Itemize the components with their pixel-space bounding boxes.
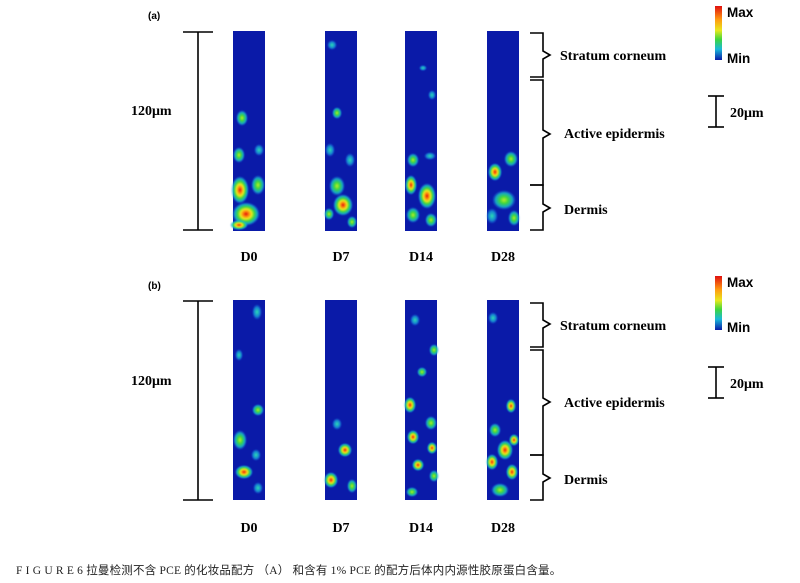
column-label: D7 bbox=[332, 521, 349, 536]
layer-braces bbox=[530, 302, 552, 501]
column-label: D0 bbox=[240, 521, 257, 536]
depth-scale-label: 120μm bbox=[131, 104, 172, 119]
figure-caption: F I G U R E 6 拉曼检测不含 PCE 的化妆品配方 （A） 和含有 … bbox=[16, 565, 562, 577]
layer-label: Active epidermis bbox=[564, 396, 665, 411]
heatmap-strip-d0 bbox=[230, 31, 265, 231]
panel-label: (a) bbox=[148, 11, 160, 22]
layer-label: Stratum corneum bbox=[560, 319, 666, 334]
colorbar bbox=[715, 6, 722, 60]
reference-scale-bar bbox=[708, 95, 724, 128]
heatmap-strip-d0 bbox=[233, 300, 265, 500]
panel-a: (a) 120μm bbox=[131, 5, 764, 265]
depth-scale-bar bbox=[183, 300, 213, 501]
colorbar-min-label: Min bbox=[727, 320, 750, 335]
colorbar bbox=[715, 276, 722, 330]
colorbar-max-label: Max bbox=[727, 5, 754, 20]
layer-label: Dermis bbox=[564, 203, 608, 218]
heatmap-strip-d28 bbox=[486, 300, 519, 500]
column-label: D7 bbox=[332, 250, 349, 265]
panel-label: (b) bbox=[148, 281, 161, 292]
column-label: D14 bbox=[409, 521, 433, 536]
column-label: D14 bbox=[409, 250, 433, 265]
depth-scale-label: 120μm bbox=[131, 374, 172, 389]
panel-b: (b) 120μm bbox=[131, 275, 764, 536]
colorbar-min-label: Min bbox=[727, 51, 750, 66]
heatmap-strip-d14 bbox=[405, 31, 437, 231]
column-label: D28 bbox=[491, 521, 515, 536]
layer-braces bbox=[530, 32, 552, 231]
layer-label: Dermis bbox=[564, 473, 608, 488]
heatmap-strip-d14 bbox=[404, 300, 439, 500]
column-label: D0 bbox=[240, 250, 257, 265]
heatmap-strip-d7 bbox=[324, 300, 357, 500]
reference-scale-bar bbox=[708, 366, 724, 399]
depth-scale-bar bbox=[183, 31, 213, 231]
heatmap-strip-d7 bbox=[324, 31, 357, 231]
column-label: D28 bbox=[491, 250, 515, 265]
reference-scale-label: 20μm bbox=[730, 377, 764, 392]
reference-scale-label: 20μm bbox=[730, 106, 764, 121]
layer-label: Stratum corneum bbox=[560, 49, 666, 64]
heatmap-strip-d28 bbox=[486, 31, 520, 231]
colorbar-max-label: Max bbox=[727, 275, 754, 290]
layer-label: Active epidermis bbox=[564, 127, 665, 142]
